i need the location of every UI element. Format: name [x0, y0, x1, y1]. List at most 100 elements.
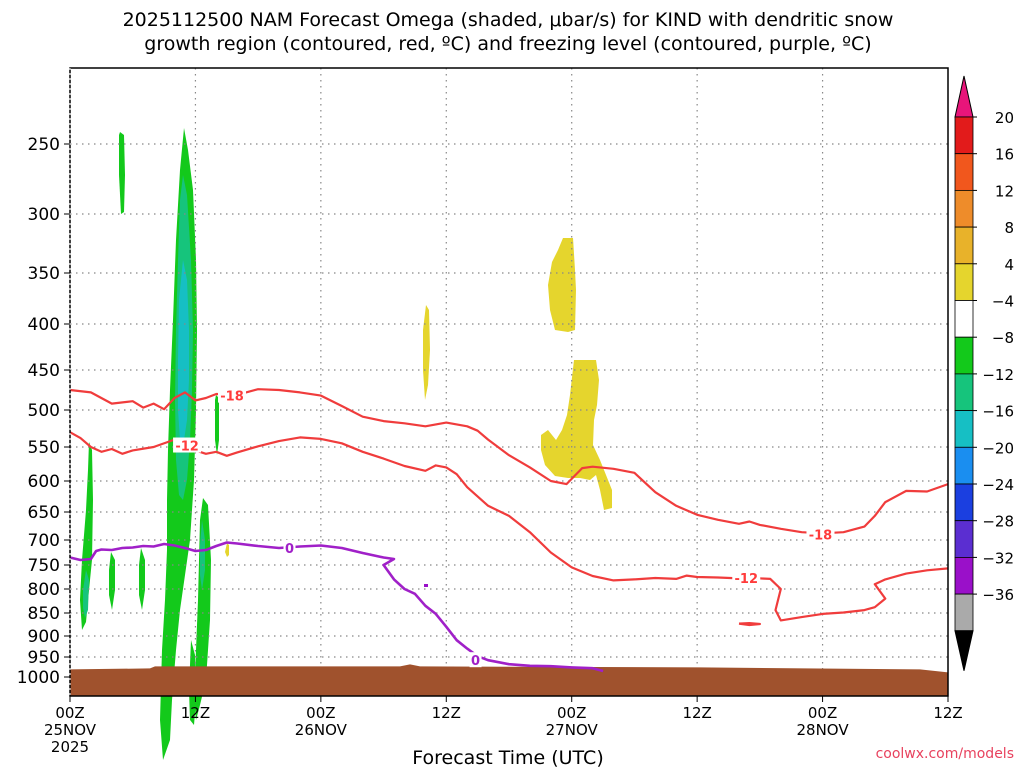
colorbar-segment: [954, 300, 974, 338]
plot-background: [70, 68, 948, 696]
red-contour-line: [738, 622, 761, 627]
omega-shade-yellow: [541, 360, 612, 510]
colorbar-segment: [954, 263, 974, 301]
contour-label: -12: [175, 440, 199, 455]
x-tick-label-time: 00Z: [557, 704, 586, 722]
x-tick-label-time: 00Z: [808, 704, 837, 722]
x-tick-label-time: 00Z: [306, 704, 335, 722]
omega-shade-yellow: [423, 305, 430, 400]
colorbar-segment: [954, 116, 974, 155]
y-tick-label: 800: [28, 580, 60, 600]
colorbar-segment: [954, 189, 974, 228]
omega-shade-green: [194, 498, 211, 720]
plot-frame: [69, 67, 949, 697]
colorbar-segment: [954, 557, 974, 595]
colorbar-segment: [954, 483, 974, 522]
grid-lines: [70, 68, 948, 696]
contour-label-bg: [218, 387, 247, 403]
y-tick-label: 1000: [17, 668, 60, 688]
colorbar-segment: [954, 410, 974, 448]
x-tick-label-date: 27NOV: [546, 721, 599, 739]
colorbar-label: −4: [992, 293, 1014, 311]
x-tick-label-year: 2025: [51, 738, 89, 756]
chart-title-line1: 2025112500 NAM Forecast Omega (shaded, μ…: [123, 9, 894, 31]
y-tick-label: 900: [28, 627, 60, 647]
y-tick-label: 500: [28, 401, 60, 421]
plot-area: -18 -12 -18 -12 0 0: [69, 67, 949, 760]
omega-shade-green: [119, 132, 125, 214]
omega-shade-teal: [83, 570, 89, 618]
y-tick-label: 650: [28, 503, 60, 523]
y-tick-label: 750: [28, 556, 60, 576]
y-axis: 250 300 350 400 450 500 550 600 650 700 750 800 850 9…: [17, 135, 70, 688]
omega-shade-teal: [200, 520, 205, 590]
contour-label-bg: [806, 526, 835, 542]
x-tick-label-time: 12Z: [933, 704, 962, 722]
colorbar-label: −28: [982, 513, 1014, 531]
colorbar-segment: [954, 373, 974, 411]
x-tick-label-time: 12Z: [432, 704, 461, 722]
terrain-fill: [70, 664, 948, 696]
colorbar-label: −8: [992, 329, 1014, 347]
colorbar-label: 16: [995, 146, 1014, 164]
contour-label-bg: [283, 540, 296, 555]
x-tick-label-date: 25NOV: [44, 721, 97, 739]
x-tick-label-time: 00Z: [55, 704, 84, 722]
colorbar-segment: [954, 226, 974, 265]
colorbar-bottom-triangle: [954, 630, 974, 671]
y-tick-label: 350: [28, 264, 60, 284]
y-tick-label: 850: [28, 604, 60, 624]
contour-label: -18: [809, 528, 833, 543]
colorbar: 20 16 12 8 4 −4 −8 −12 −16 −20 −24 −28 −32 −36: [954, 75, 1014, 671]
x-tick-label-date: 26NOV: [295, 721, 348, 739]
contour-label-bg: [732, 569, 761, 585]
colorbar-label: −20: [982, 439, 1014, 457]
colorbar-top-triangle: [954, 75, 974, 118]
y-tick-label: 250: [28, 135, 60, 155]
contour-label: 0: [285, 542, 294, 557]
y-tick-label: 300: [28, 205, 60, 225]
omega-shading: [80, 128, 612, 760]
contour-label: -12: [735, 572, 759, 587]
omega-shade-green: [80, 442, 93, 630]
contour-label-bg: [469, 652, 482, 668]
contour-labels: -18 -12 -18 -12 0 0: [173, 387, 835, 669]
y-tick-label: 700: [28, 531, 60, 551]
colorbar-label: −12: [982, 366, 1014, 384]
red-contour-line: [69, 388, 949, 535]
y-tick-label: 400: [28, 315, 60, 335]
watermark[interactable]: coolwx.com/models: [876, 746, 1014, 762]
colorbar-label: 8: [1004, 219, 1014, 237]
omega-shade-green: [215, 395, 219, 455]
y-tick-label: 600: [28, 472, 60, 492]
colorbar-label: −16: [982, 403, 1014, 421]
x-tick-label-date: 28NOV: [797, 721, 850, 739]
colorbar-segment: [954, 446, 974, 485]
contour-label: -18: [220, 390, 244, 405]
colorbar-segment: [954, 336, 974, 375]
omega-shade-yellow: [548, 238, 576, 332]
contour-label: 0: [471, 654, 480, 669]
colorbar-label: −36: [982, 586, 1014, 604]
x-axis-label: Forecast Time (UTC): [412, 747, 603, 768]
colorbar-label: 12: [995, 182, 1014, 200]
omega-shade-yellow: [225, 543, 229, 557]
colorbar-label: −24: [982, 476, 1014, 494]
y-tick-label: 950: [28, 648, 60, 668]
omega-shade-green: [139, 548, 145, 610]
contour-label-bg: [173, 437, 202, 453]
colorbar-segment: [954, 593, 974, 632]
chart-title-line2: growth region (contoured, red, ºC) and f…: [144, 33, 871, 55]
omega-shade-green: [109, 552, 115, 610]
omega-shade-purple-speck: [424, 584, 428, 587]
colorbar-label: 4: [1004, 256, 1014, 274]
colorbar-label: −32: [982, 549, 1014, 567]
colorbar-label: 20: [995, 109, 1014, 127]
x-tick-label-time: 12Z: [682, 704, 711, 722]
terrain-ground: [70, 664, 948, 696]
x-tick-label-time: 12Z: [181, 704, 210, 722]
y-tick-label: 550: [28, 438, 60, 458]
colorbar-segment: [954, 153, 974, 191]
